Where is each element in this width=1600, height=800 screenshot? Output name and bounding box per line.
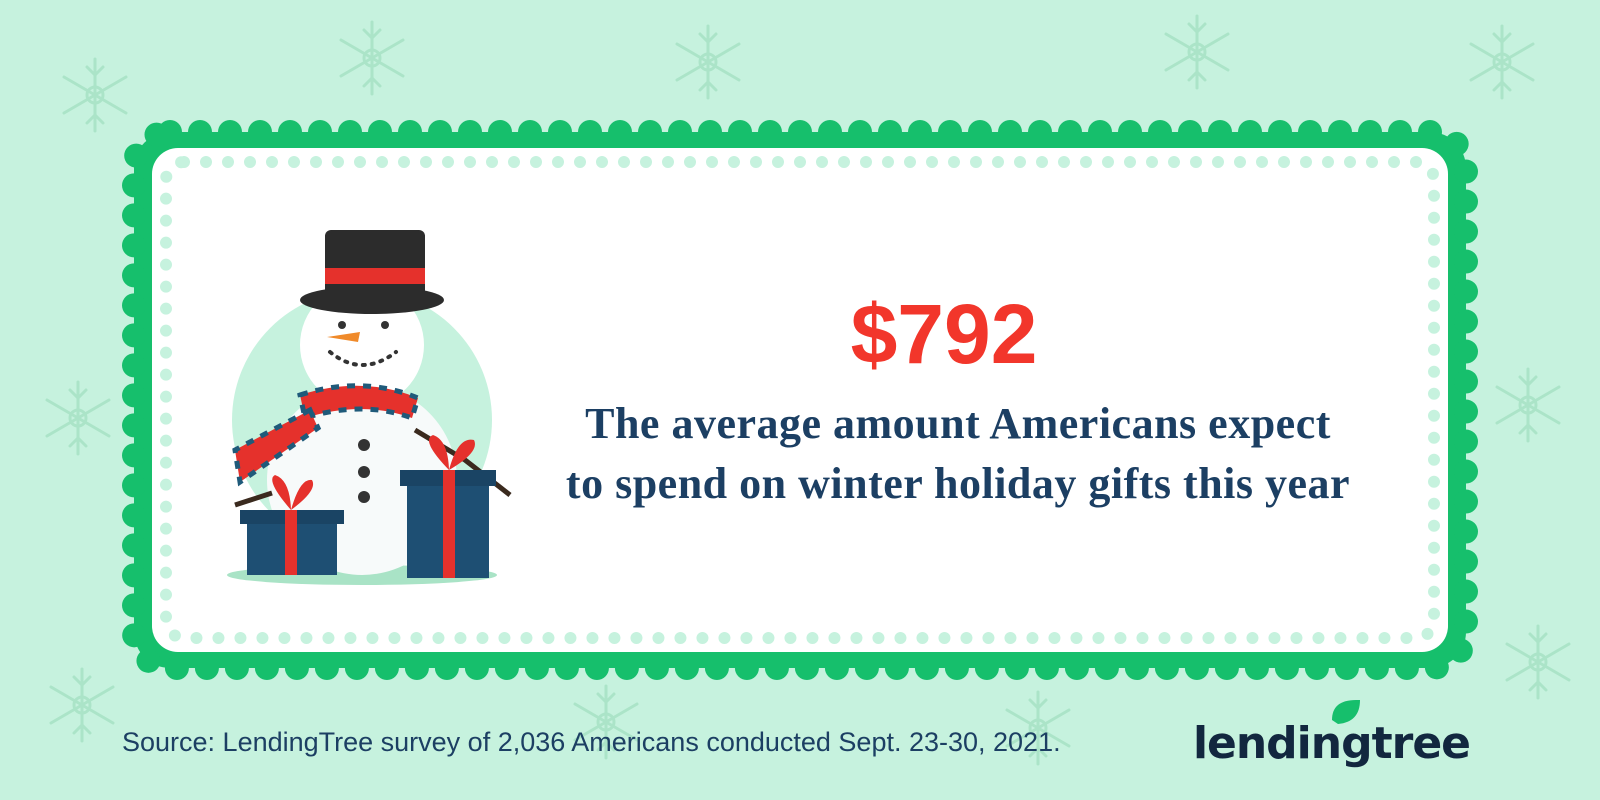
snowman-illustration	[227, 230, 512, 585]
stat-description: to spend on winter holiday gifts this ye…	[566, 459, 1350, 508]
stat-description: The average amount Americans expect	[585, 399, 1331, 448]
logo-text: lendingtree	[1193, 718, 1470, 769]
logo: lendingtree	[1193, 700, 1471, 769]
stat-value: $792	[851, 287, 1038, 381]
source-note: Source: LendingTree survey of 2,036 Amer…	[122, 727, 1061, 757]
